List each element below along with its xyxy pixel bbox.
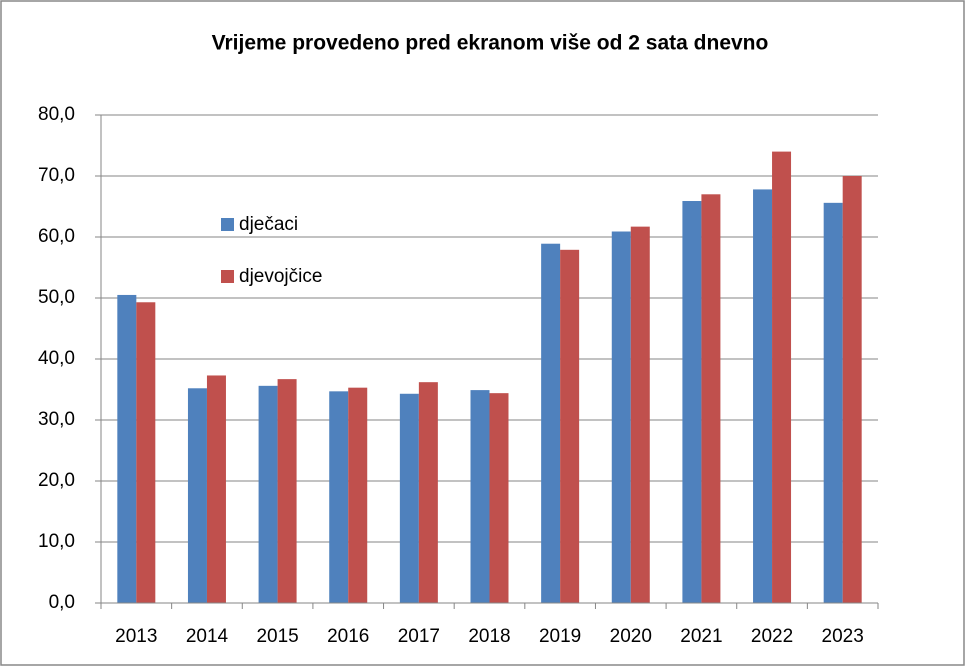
x-tick-label: 2013 xyxy=(115,626,157,647)
y-tick-label: 30,0 xyxy=(38,409,75,430)
bar xyxy=(206,375,226,603)
bar xyxy=(136,302,156,603)
y-tick-label: 40,0 xyxy=(38,348,75,369)
bar xyxy=(611,231,631,603)
bar xyxy=(470,390,490,603)
y-tick-label: 10,0 xyxy=(38,531,75,552)
y-tick-label: 80,0 xyxy=(38,104,75,125)
y-tick-label: 50,0 xyxy=(38,287,75,308)
legend-swatch xyxy=(221,218,234,231)
x-tick-label: 2016 xyxy=(327,626,369,647)
bar xyxy=(258,385,278,603)
chart-title: Vrijeme provedeno pred ekranom više od 2… xyxy=(212,32,769,55)
bar xyxy=(823,202,843,603)
bar xyxy=(348,387,368,603)
y-tick-label: 60,0 xyxy=(38,226,75,247)
bar xyxy=(842,176,862,603)
legend-swatch xyxy=(221,270,234,283)
bar xyxy=(117,294,137,603)
legend-label: djevojčice xyxy=(239,266,322,287)
bar xyxy=(187,388,207,603)
x-tick-label: 2014 xyxy=(186,626,229,647)
bar xyxy=(682,201,702,603)
x-tick-label: 2017 xyxy=(398,626,440,647)
bar xyxy=(701,194,721,604)
x-tick-label: 2021 xyxy=(680,626,722,647)
legend-label: dječaci xyxy=(239,214,298,235)
y-tick-label: 0,0 xyxy=(49,592,75,613)
bar xyxy=(772,151,792,603)
bar xyxy=(489,393,509,603)
bar xyxy=(399,393,419,603)
bar xyxy=(630,226,650,603)
x-tick-label: 2019 xyxy=(539,626,581,647)
bar xyxy=(560,249,580,603)
x-tick-label: 2018 xyxy=(468,626,510,647)
x-tick-label: 2023 xyxy=(822,626,864,647)
bar xyxy=(277,379,297,603)
y-tick-label: 20,0 xyxy=(38,470,75,491)
bar xyxy=(541,243,561,603)
x-tick-label: 2015 xyxy=(256,626,298,647)
y-tick-label: 70,0 xyxy=(38,165,75,186)
bar xyxy=(418,382,438,603)
x-tick-label: 2020 xyxy=(610,626,652,647)
bar xyxy=(753,189,773,604)
bar xyxy=(329,391,349,603)
x-tick-label: 2022 xyxy=(751,626,793,647)
